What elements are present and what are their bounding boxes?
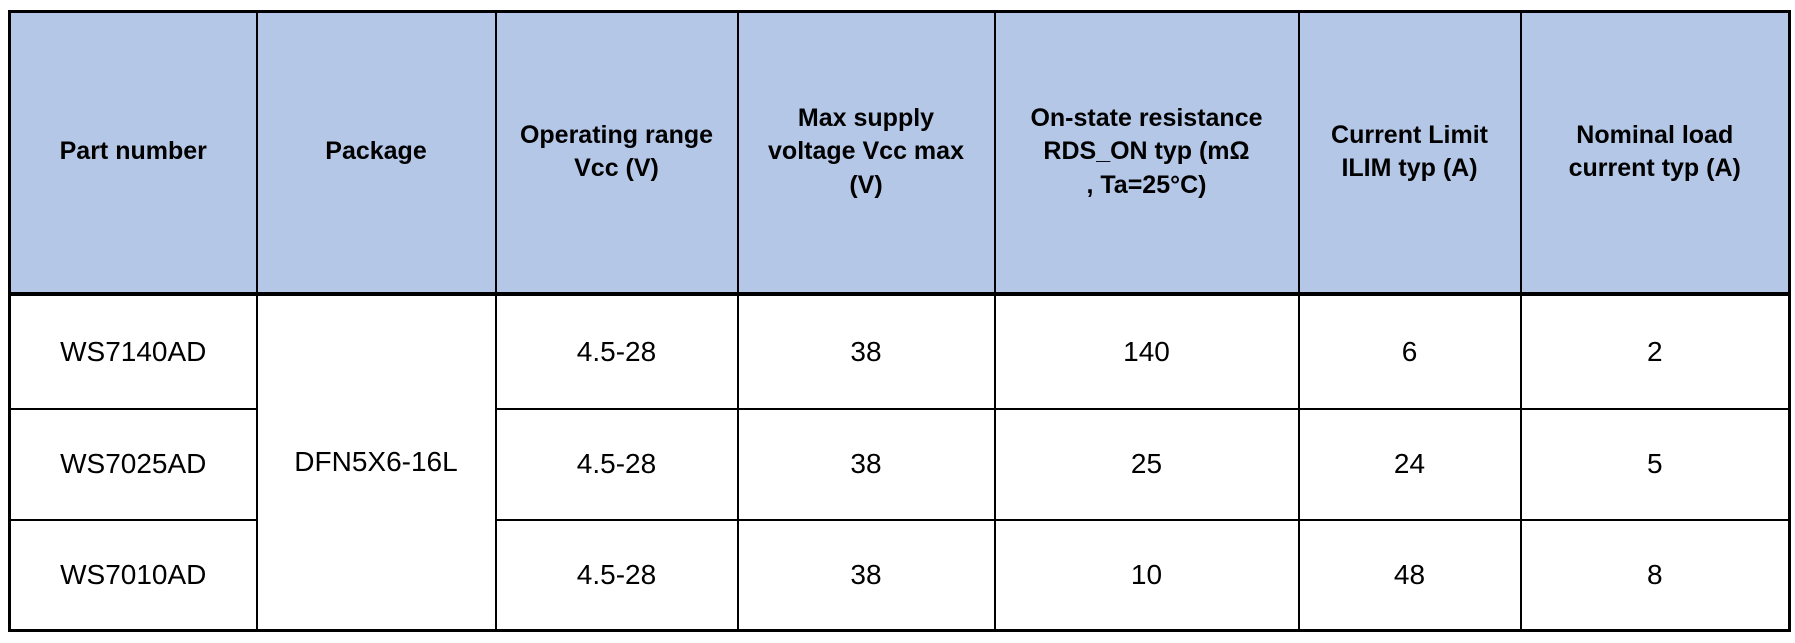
header-package: Package <box>255 10 497 296</box>
table-row-ws7010ad: WS7010AD 4.5-28 38 10 48 8 <box>8 518 1791 632</box>
cell-operating-range: 4.5-28 <box>494 518 739 632</box>
header-current-limit: Current Limit ILIM typ (A) <box>1297 10 1522 296</box>
header-part-number: Part number <box>8 10 258 296</box>
table-row-ws7140ad: WS7140AD DFN5X6-16L 4.5-28 38 140 6 2 <box>8 292 1791 632</box>
cell-operating-range: 4.5-28 <box>494 292 739 410</box>
header-max-supply-voltage: Max supply voltage Vcc max (V) <box>736 10 996 296</box>
cell-current-limit: 24 <box>1297 407 1522 521</box>
cell-nominal-load-current: 8 <box>1519 518 1791 632</box>
cell-current-limit: 6 <box>1297 292 1522 410</box>
product-selection-table: Part number Package Operating range Vcc … <box>8 10 1791 632</box>
cell-part-number: WS7140AD <box>8 292 258 410</box>
cell-rds-on: 25 <box>993 407 1300 521</box>
cell-part-number: WS7025AD <box>8 407 258 521</box>
header-on-state-resistance: On-state resistance RDS_ON typ (mΩ , Ta=… <box>993 10 1300 296</box>
cell-max-supply-voltage: 38 <box>736 518 996 632</box>
header-operating-range: Operating range Vcc (V) <box>494 10 739 296</box>
cell-nominal-load-current: 5 <box>1519 407 1791 521</box>
header-nominal-load-current: Nominal load current typ (A) <box>1519 10 1791 296</box>
header-row: Part number Package Operating range Vcc … <box>8 10 1791 296</box>
cell-rds-on: 10 <box>993 518 1300 632</box>
cell-max-supply-voltage: 38 <box>736 292 996 410</box>
cell-rds-on: 140 <box>993 292 1300 410</box>
cell-nominal-load-current: 2 <box>1519 292 1791 410</box>
cell-package-merged: DFN5X6-16L <box>255 292 497 632</box>
cell-part-number: WS7010AD <box>8 518 258 632</box>
table-row-ws7025ad: WS7025AD 4.5-28 38 25 24 5 <box>8 407 1791 521</box>
cell-current-limit: 48 <box>1297 518 1522 632</box>
cell-operating-range: 4.5-28 <box>494 407 739 521</box>
cell-max-supply-voltage: 38 <box>736 407 996 521</box>
